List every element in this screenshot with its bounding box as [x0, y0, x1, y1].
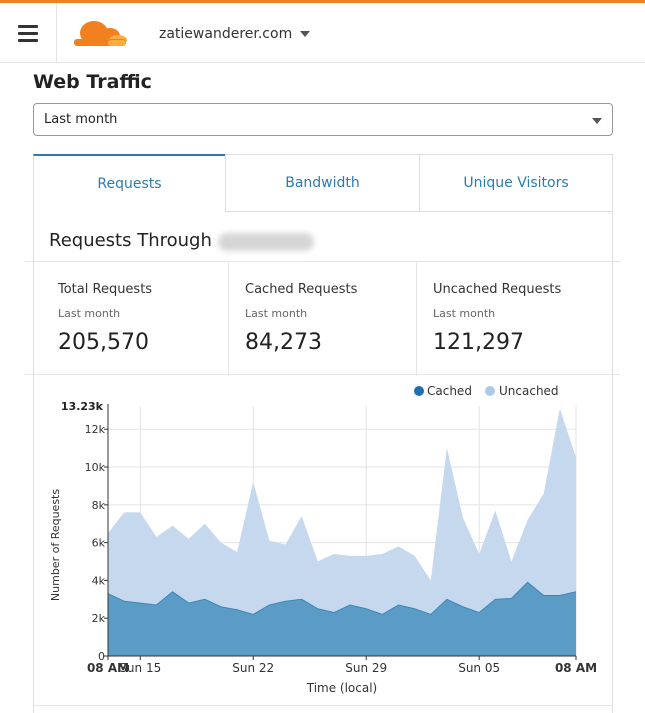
legend-uncached-label[interactable]: Uncached: [499, 384, 559, 398]
caret-down-icon: [300, 31, 311, 37]
section-title: Requests Through: [49, 230, 212, 251]
menu-button[interactable]: [0, 3, 57, 63]
stat-uncached-requests: Uncached Requests Last month 121,297: [417, 262, 620, 376]
stat-label: Total Requests: [58, 282, 153, 297]
page-title: Web Traffic: [33, 71, 152, 93]
top-accent-bar: [0, 0, 645, 3]
stat-value: 205,570: [58, 330, 149, 355]
stat-sublabel: Last month: [245, 307, 308, 320]
top-navigation-bar: zatiewanderer.com: [0, 3, 645, 63]
y-tick-label: 4k: [92, 574, 106, 587]
area-cached: [108, 582, 576, 656]
tab-unique-visitors-label: Unique Visitors: [463, 175, 569, 191]
chart-legend: Cached Uncached: [414, 384, 559, 398]
stat-sublabel: Last month: [433, 307, 496, 320]
cloudflare-cloud-icon[interactable]: [72, 17, 128, 47]
x-tick-label: Sun 22: [232, 661, 274, 675]
traffic-tabs: Requests Bandwidth Unique Visitors: [33, 154, 613, 212]
stat-divider: [416, 262, 417, 376]
stat-divider: [228, 262, 229, 376]
time-range-select[interactable]: Last month: [33, 103, 613, 136]
y-tick-label: 2k: [92, 612, 106, 625]
redacted-text: [218, 233, 314, 251]
x-axis-title: Time (local): [306, 681, 378, 695]
stat-total-requests: Total Requests Last month 205,570: [25, 262, 228, 376]
stat-label: Uncached Requests: [433, 282, 562, 297]
x-tick-label: Sun 29: [345, 661, 387, 675]
y-axis-title: Number of Requests: [49, 489, 62, 601]
tab-bandwidth[interactable]: Bandwidth: [225, 154, 420, 212]
hamburger-icon-bar: [18, 39, 38, 42]
tab-requests[interactable]: Requests: [33, 154, 226, 212]
time-range-value: Last month: [44, 112, 118, 127]
y-tick-label: 10k: [85, 461, 106, 474]
x-tick-label: 08 AM: [555, 661, 597, 675]
area-uncached: [108, 408, 576, 615]
legend-uncached-swatch: [485, 386, 495, 396]
y-max-label: 13.23k: [61, 400, 104, 413]
domain-name: zatiewanderer.com: [159, 26, 293, 42]
line-cached: [107, 581, 577, 616]
traffic-card: [33, 154, 613, 713]
hamburger-icon: [18, 25, 38, 28]
card-bottom-divider: [33, 705, 613, 706]
domain-selector[interactable]: zatiewanderer.com: [159, 23, 311, 45]
stat-value: 84,273: [245, 330, 322, 355]
y-tick-label: 0: [98, 650, 105, 663]
x-tick-label: 08 AM: [87, 661, 129, 675]
caret-down-icon: [592, 118, 602, 124]
x-tick-label: Sun 15: [119, 661, 161, 675]
y-tick-label: 6k: [92, 537, 106, 550]
tab-requests-label: Requests: [97, 176, 162, 192]
stat-value: 121,297: [433, 330, 524, 355]
tab-bandwidth-label: Bandwidth: [285, 175, 360, 191]
stat-label: Cached Requests: [245, 282, 358, 297]
requests-chart: Cached Uncached 0 2k 4k 6k 8k 10k 12k 08 AM Sun …: [33, 376, 613, 706]
hamburger-icon-bar: [18, 32, 38, 35]
chart-areas: [107, 408, 577, 656]
legend-cached-label[interactable]: Cached: [427, 384, 472, 398]
tab-unique-visitors[interactable]: Unique Visitors: [419, 154, 613, 212]
stat-sublabel: Last month: [58, 307, 121, 320]
stats-row: Total Requests Last month 205,570 Cached…: [25, 261, 620, 376]
y-tick-label: 12k: [85, 423, 106, 436]
stat-cached-requests: Cached Requests Last month 84,273: [229, 262, 416, 376]
legend-cached-swatch: [414, 386, 424, 396]
x-tick-label: Sun 05: [458, 661, 500, 675]
y-tick-label: 8k: [92, 499, 106, 512]
